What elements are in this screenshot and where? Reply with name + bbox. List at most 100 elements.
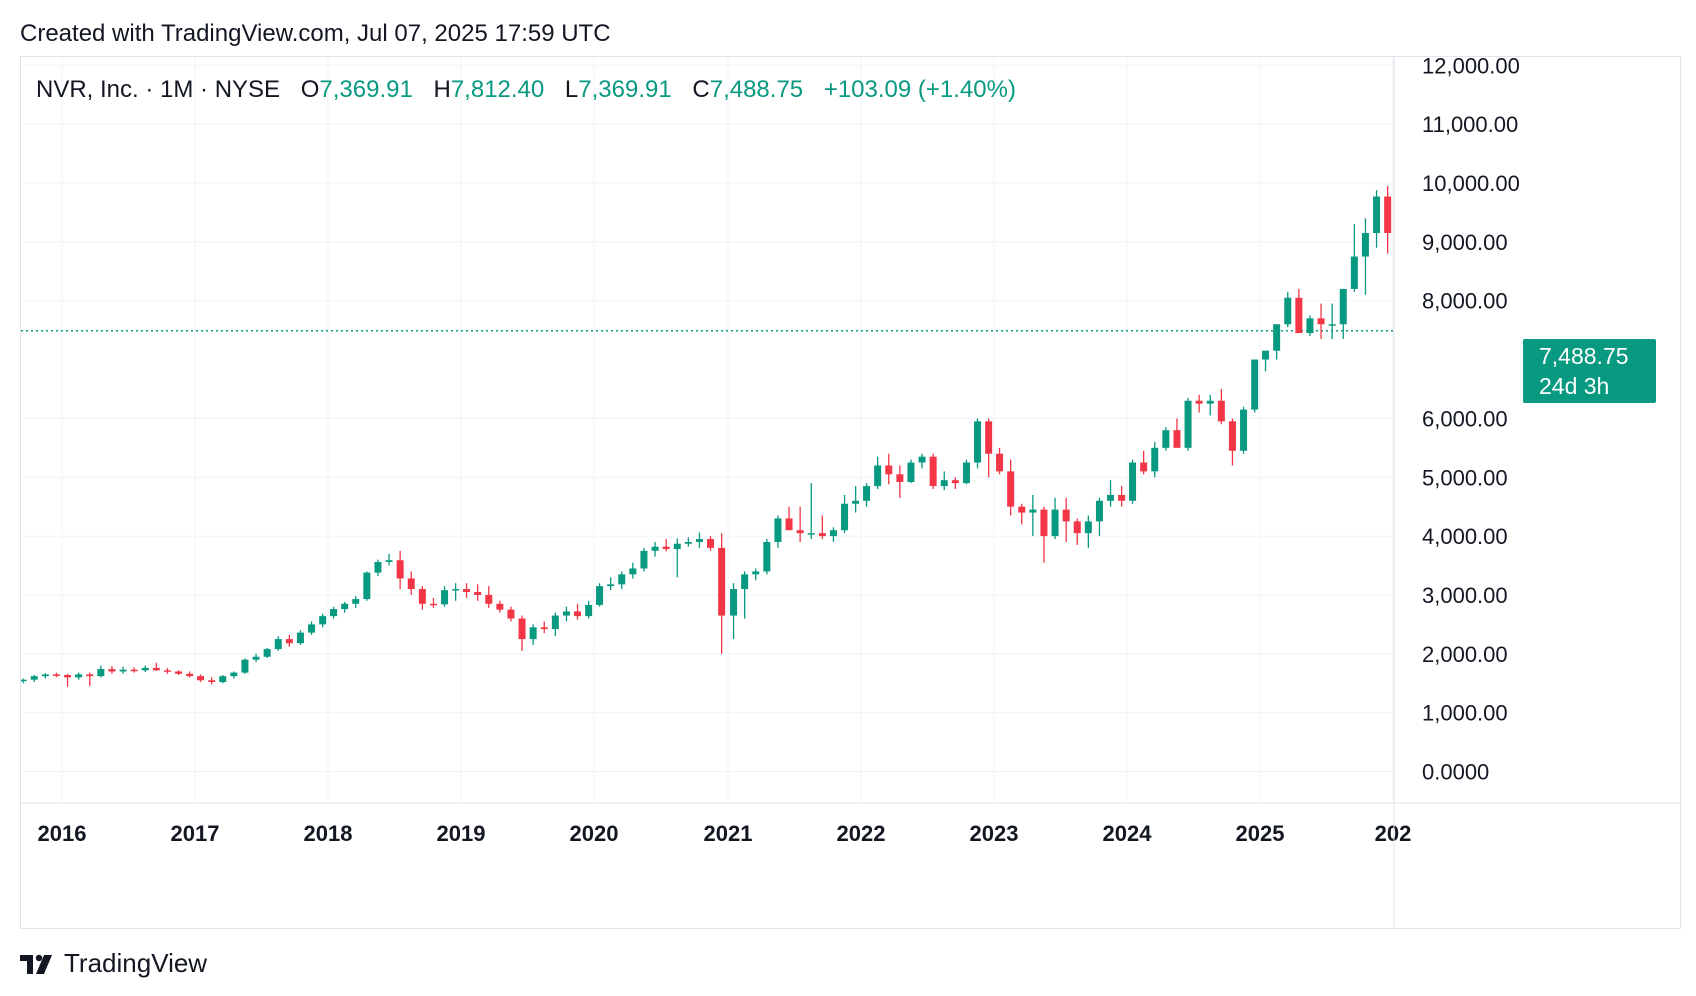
time-tick-label: 2022 xyxy=(837,821,886,846)
high-value: 7,812.40 xyxy=(450,76,545,103)
candle-body xyxy=(1184,400,1192,448)
candle-body xyxy=(707,539,715,548)
candle-body xyxy=(418,589,426,604)
time-tick-label: 2020 xyxy=(570,821,619,846)
candle-body xyxy=(208,680,216,683)
candle-body xyxy=(308,624,316,633)
candle-body xyxy=(1373,196,1381,234)
candle-body xyxy=(75,674,83,678)
candle-body xyxy=(1195,400,1203,404)
candle-body xyxy=(1029,509,1037,513)
candle-body xyxy=(1350,256,1358,289)
candle-body xyxy=(152,667,160,671)
candle-body xyxy=(651,546,659,551)
time-tick-label: 2021 xyxy=(704,821,753,846)
time-tick-label: 2016 xyxy=(38,821,87,846)
tradingview-brand[interactable]: TradingView xyxy=(20,948,207,979)
candle-body xyxy=(385,560,393,562)
candle-body xyxy=(396,560,404,579)
price-tick-label: 3,000.00 xyxy=(1422,583,1508,608)
candle-body xyxy=(1095,500,1103,522)
candle-body xyxy=(474,592,482,595)
candle-body xyxy=(429,603,437,606)
symbol-label[interactable]: NVR, Inc. · 1M · NYSE xyxy=(36,76,281,103)
candle-body xyxy=(1073,521,1081,534)
candle-body xyxy=(1240,409,1248,451)
price-tick-label: 4,000.00 xyxy=(1422,524,1508,549)
candle-body xyxy=(785,518,793,531)
time-tick-label: 2024 xyxy=(1103,821,1153,846)
candle-body xyxy=(219,676,227,683)
candle-body xyxy=(341,603,349,610)
candle-body xyxy=(119,669,127,672)
candle-body xyxy=(1173,430,1181,448)
candle-body xyxy=(951,480,959,484)
candle-body xyxy=(562,611,570,616)
candle-body xyxy=(629,568,637,575)
candle-body xyxy=(1062,509,1070,522)
low-value: 7,369.91 xyxy=(578,76,672,103)
candle-body xyxy=(319,616,327,625)
candle-body xyxy=(841,503,849,531)
time-tick-label: 2025 xyxy=(1236,821,1285,846)
candle-body xyxy=(507,609,515,619)
candle-body xyxy=(1151,447,1159,472)
candle-body xyxy=(763,541,771,572)
candle-body xyxy=(374,561,382,573)
candle-body xyxy=(496,603,504,610)
candle-body xyxy=(186,673,194,677)
candle-body xyxy=(752,571,760,575)
candle-body xyxy=(1162,430,1170,448)
candle-body xyxy=(407,578,415,590)
candle-body xyxy=(197,676,205,681)
price-tick-label: 1,000.00 xyxy=(1422,701,1508,726)
candle-body xyxy=(885,465,893,475)
candlestick-chart[interactable]: 12,000.00 11,000.00 10,000.00 9,000.00 8,000… xyxy=(21,57,1682,930)
candle-body xyxy=(1107,494,1115,501)
candle-body xyxy=(52,674,60,676)
candle-body xyxy=(1295,297,1303,334)
candle-body xyxy=(285,639,293,644)
candle-body xyxy=(1084,521,1092,534)
candle-body xyxy=(1284,297,1292,325)
candle-body xyxy=(818,533,826,537)
brand-name: TradingView xyxy=(64,948,208,978)
candle-body xyxy=(618,574,626,585)
low-label: L xyxy=(564,76,579,103)
time-tick-label: 2019 xyxy=(437,821,486,846)
candle-body xyxy=(1361,233,1369,257)
candle-body xyxy=(551,615,559,630)
candle-body xyxy=(352,599,360,604)
open-label: O xyxy=(300,76,320,103)
candle-body xyxy=(718,547,726,616)
candle-body xyxy=(807,533,815,535)
candle-body xyxy=(695,539,703,542)
candle-body xyxy=(1007,471,1015,507)
candle-body xyxy=(130,669,138,672)
candle-body xyxy=(929,456,937,487)
candle-body xyxy=(673,543,681,550)
candle-body xyxy=(607,584,615,587)
time-tick-label: 2023 xyxy=(970,821,1019,846)
candle-body xyxy=(108,669,116,672)
tradingview-logo-icon xyxy=(20,954,52,974)
candle-body xyxy=(1129,462,1137,501)
candle-body xyxy=(1273,324,1281,351)
candle-body xyxy=(662,546,670,550)
candle-body xyxy=(21,679,27,682)
close-label: C xyxy=(692,76,710,103)
price-tick-label: 9,000.00 xyxy=(1422,230,1508,255)
created-caption: Created with TradingView.com, Jul 07, 20… xyxy=(20,20,611,47)
time-tick-label: 202 xyxy=(1375,821,1412,846)
chart-panel[interactable]: 12,000.00 11,000.00 10,000.00 9,000.00 8,000… xyxy=(20,56,1682,930)
candle-body xyxy=(996,453,1004,472)
candle-body xyxy=(363,572,371,600)
candle-body xyxy=(1217,400,1225,422)
candle-body xyxy=(252,656,260,660)
price-tick-label: 5,000.00 xyxy=(1422,465,1508,490)
candle-body xyxy=(441,590,449,605)
candle-body xyxy=(1018,506,1026,513)
close-value: 7,488.75 xyxy=(709,76,804,103)
candle-body xyxy=(463,589,471,593)
candle-body xyxy=(974,421,982,463)
